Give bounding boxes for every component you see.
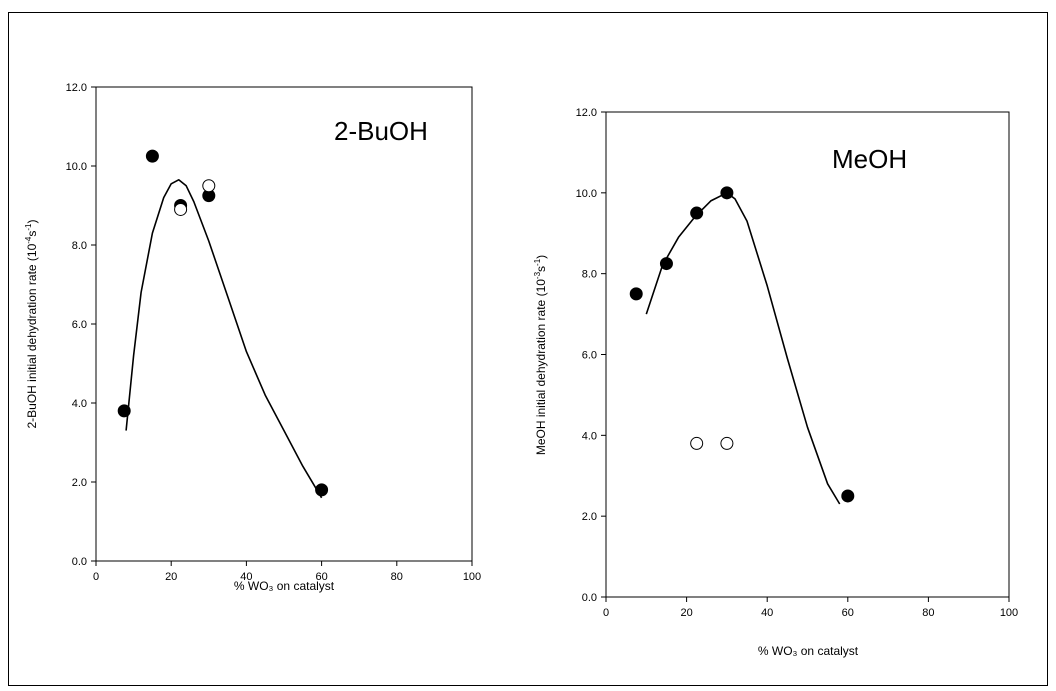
chart-2buoh: 0 20 40 60 80 100 0.0 2.0 4.0 6.0 8.0 10.0 12.0 2-Bu… (24, 82, 481, 593)
y-tick-label-2buoh-5: 10.0 (66, 161, 87, 173)
ylabel-2buoh-mid: s (25, 231, 39, 237)
ylabel-meoh-end: ) (534, 255, 548, 259)
ylabel-meoh-mid: s (534, 266, 548, 272)
ylabel-2buoh: 2-BuOH initial dehydration rate (10-4s-1… (24, 219, 39, 428)
ticks-2buoh: 0 20 40 60 80 100 0.0 2.0 4.0 6.0 8.0 10.0 12.0 (66, 82, 482, 583)
fit-curve-2buoh (125, 179, 323, 499)
annotation-meoh: MeOH (832, 144, 907, 174)
filled-point-meoh-2 (690, 206, 704, 220)
y-tick-label-meoh-1: 2.0 (582, 511, 597, 523)
ylabel-2buoh-sup: -4 (24, 236, 33, 244)
y-tick-label-meoh-4: 8.0 (582, 269, 597, 281)
marks-meoh (629, 186, 855, 505)
y-tick-label-2buoh-0: 0.0 (72, 556, 87, 568)
y-tick-label-2buoh-4: 8.0 (72, 240, 87, 252)
filled-point-2buoh-4 (315, 483, 329, 497)
figure-frame (8, 12, 1048, 686)
marks-2buoh (117, 149, 329, 499)
filled-point-2buoh-0 (117, 404, 131, 418)
chart-meoh: 0 20 40 60 80 100 0.0 2.0 4.0 6.0 8.0 10.0 12.0 MeOH… (533, 107, 1018, 658)
x-tick-label-meoh-0: 0 (603, 607, 609, 619)
y-tick-label-2buoh-1: 2.0 (72, 477, 87, 489)
fit-curve-meoh (645, 192, 841, 505)
y-tick-label-meoh-5: 10.0 (576, 188, 597, 200)
filled-point-meoh-3 (720, 186, 734, 200)
x-tick-label-meoh-3: 60 (842, 607, 854, 619)
x-tick-label-2buoh-3: 60 (315, 571, 327, 583)
ylabel-2buoh-end: ) (25, 219, 39, 223)
ylabel-2buoh-sup2: -1 (24, 223, 33, 231)
plot-area-meoh (605, 111, 1010, 598)
y-tick-label-meoh-6: 12.0 (576, 107, 597, 119)
open-point-2buoh-1 (202, 179, 216, 193)
open-point-meoh-0 (690, 436, 704, 450)
open-point-2buoh-0 (174, 202, 188, 216)
filled-point-2buoh-1 (145, 149, 159, 163)
x-tick-label-2buoh-0: 0 (93, 571, 99, 583)
ylabel-2buoh-main: 2-BuOH initial dehydration rate (10 (25, 243, 39, 428)
filled-point-meoh-1 (659, 257, 673, 271)
ylabel-meoh-main: MeOH initial dehydration rate (10 (534, 279, 548, 455)
x-tick-label-meoh-1: 20 (680, 607, 692, 619)
xlabel-meoh: % WO₃ on catalyst (758, 644, 859, 658)
x-tick-label-2buoh-5: 100 (463, 571, 481, 583)
y-tick-label-meoh-3: 6.0 (582, 350, 597, 362)
y-tick-label-2buoh-6: 12.0 (66, 82, 87, 94)
filled-point-meoh-4 (841, 489, 855, 503)
ticks-meoh: 0 20 40 60 80 100 0.0 2.0 4.0 6.0 8.0 10.0 12.0 (576, 107, 1019, 619)
y-tick-label-meoh-2: 4.0 (582, 430, 597, 442)
x-tick-label-2buoh-4: 80 (391, 571, 403, 583)
y-tick-label-2buoh-3: 6.0 (72, 319, 87, 331)
x-tick-label-2buoh-1: 20 (165, 571, 177, 583)
xlabel-2buoh: % WO₃ on catalyst (234, 579, 335, 593)
open-point-meoh-1 (720, 436, 734, 450)
x-tick-label-meoh-5: 100 (1000, 607, 1018, 619)
annotation-2buoh: 2-BuOH (334, 116, 428, 146)
y-tick-label-meoh-0: 0.0 (582, 592, 597, 604)
x-tick-label-meoh-2: 40 (761, 607, 773, 619)
ylabel-meoh-sup2: -1 (533, 258, 542, 266)
filled-point-meoh-0 (629, 287, 643, 301)
ylabel-meoh: MeOH initial dehydration rate (10-3s-1) (533, 255, 548, 455)
x-tick-label-2buoh-2: 40 (240, 571, 252, 583)
ylabel-meoh-sup: -3 (533, 271, 542, 279)
y-tick-label-2buoh-2: 4.0 (72, 398, 87, 410)
x-tick-label-meoh-4: 80 (922, 607, 934, 619)
